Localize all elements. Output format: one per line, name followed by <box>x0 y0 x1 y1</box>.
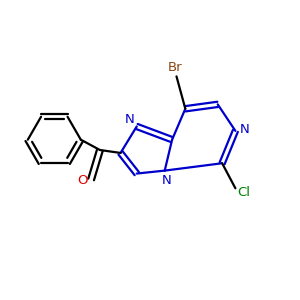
Text: Br: Br <box>168 61 182 74</box>
Text: O: O <box>78 174 88 188</box>
Text: N: N <box>161 174 171 188</box>
Text: N: N <box>239 123 249 136</box>
Text: N: N <box>124 112 134 126</box>
Text: Cl: Cl <box>237 186 250 199</box>
